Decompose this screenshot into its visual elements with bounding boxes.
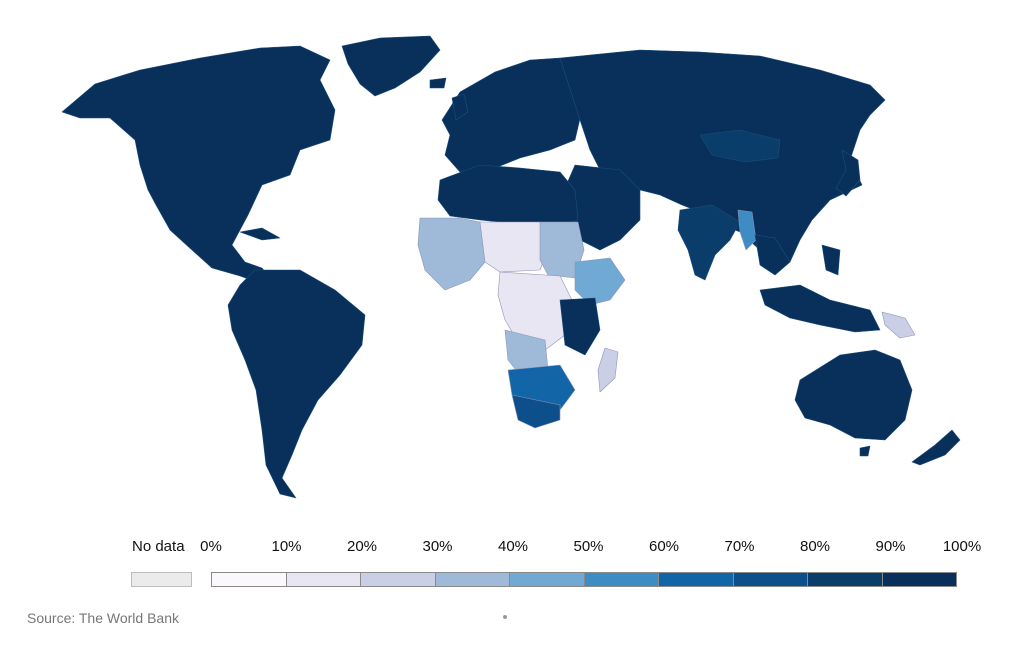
source-note: Source: The World Bank (27, 610, 180, 626)
legend-no-data-label: No data (132, 538, 185, 555)
legend-bin-3 (434, 572, 510, 587)
region-sahel (479, 221, 549, 273)
legend-tick-6: 60% (648, 538, 680, 555)
region-indonesia (759, 284, 881, 333)
legend-tick-10: 100% (942, 538, 982, 555)
region-myanmar (737, 209, 757, 251)
legend-tick-3: 30% (422, 538, 453, 555)
region-ethiopia (574, 257, 626, 306)
region-japan (835, 149, 861, 197)
legend-bin-1 (285, 572, 361, 587)
legend-bin-7 (732, 572, 808, 587)
world-map (61, 35, 961, 499)
region-iceland (429, 77, 447, 89)
region-mongolia (699, 129, 781, 163)
region-south-america (227, 269, 366, 499)
region-north-africa (437, 164, 579, 227)
region-caribbean (239, 227, 281, 241)
legend-bin-6 (658, 572, 734, 587)
legend-bin-4 (509, 572, 585, 587)
legend-tick-7: 70% (724, 538, 755, 555)
region-east-africa (559, 297, 601, 356)
legend-tick-8: 80% (799, 538, 831, 555)
legend-bin-2 (360, 572, 436, 587)
legend-tick-2: 20% (346, 538, 378, 555)
region-west-africa (417, 217, 486, 291)
legend-color-scale (211, 572, 957, 587)
legend-bin-8 (807, 572, 883, 587)
legend-bin-9 (881, 572, 957, 587)
legend-tick-9: 90% (875, 538, 906, 555)
legend: No data 0% 10% 20% 30% 40% 50% 60% 70% 80% 90% 100… (0, 530, 1024, 600)
legend-tick-0: 0% (200, 538, 222, 555)
region-north-america (61, 45, 336, 285)
legend-tick-4: 40% (497, 538, 529, 555)
region-uk (451, 93, 469, 121)
region-europe (441, 57, 583, 173)
region-se-asia (754, 234, 791, 276)
legend-no-data-swatch (131, 572, 192, 587)
legend-bin-5 (583, 572, 659, 587)
region-new-zealand (911, 429, 961, 466)
region-papua-new-guinea (881, 311, 916, 339)
legend-tick-1: 10% (271, 538, 302, 555)
legend-bin-0 (211, 572, 287, 587)
region-madagascar (597, 347, 619, 393)
region-australia (794, 349, 913, 441)
region-tasmania (859, 445, 871, 457)
dot-marker (503, 615, 507, 619)
region-greenland (341, 35, 441, 97)
region-south-africa (511, 394, 561, 429)
region-philippines (821, 244, 841, 276)
region-india (677, 204, 741, 281)
legend-tick-5: 50% (573, 538, 604, 555)
